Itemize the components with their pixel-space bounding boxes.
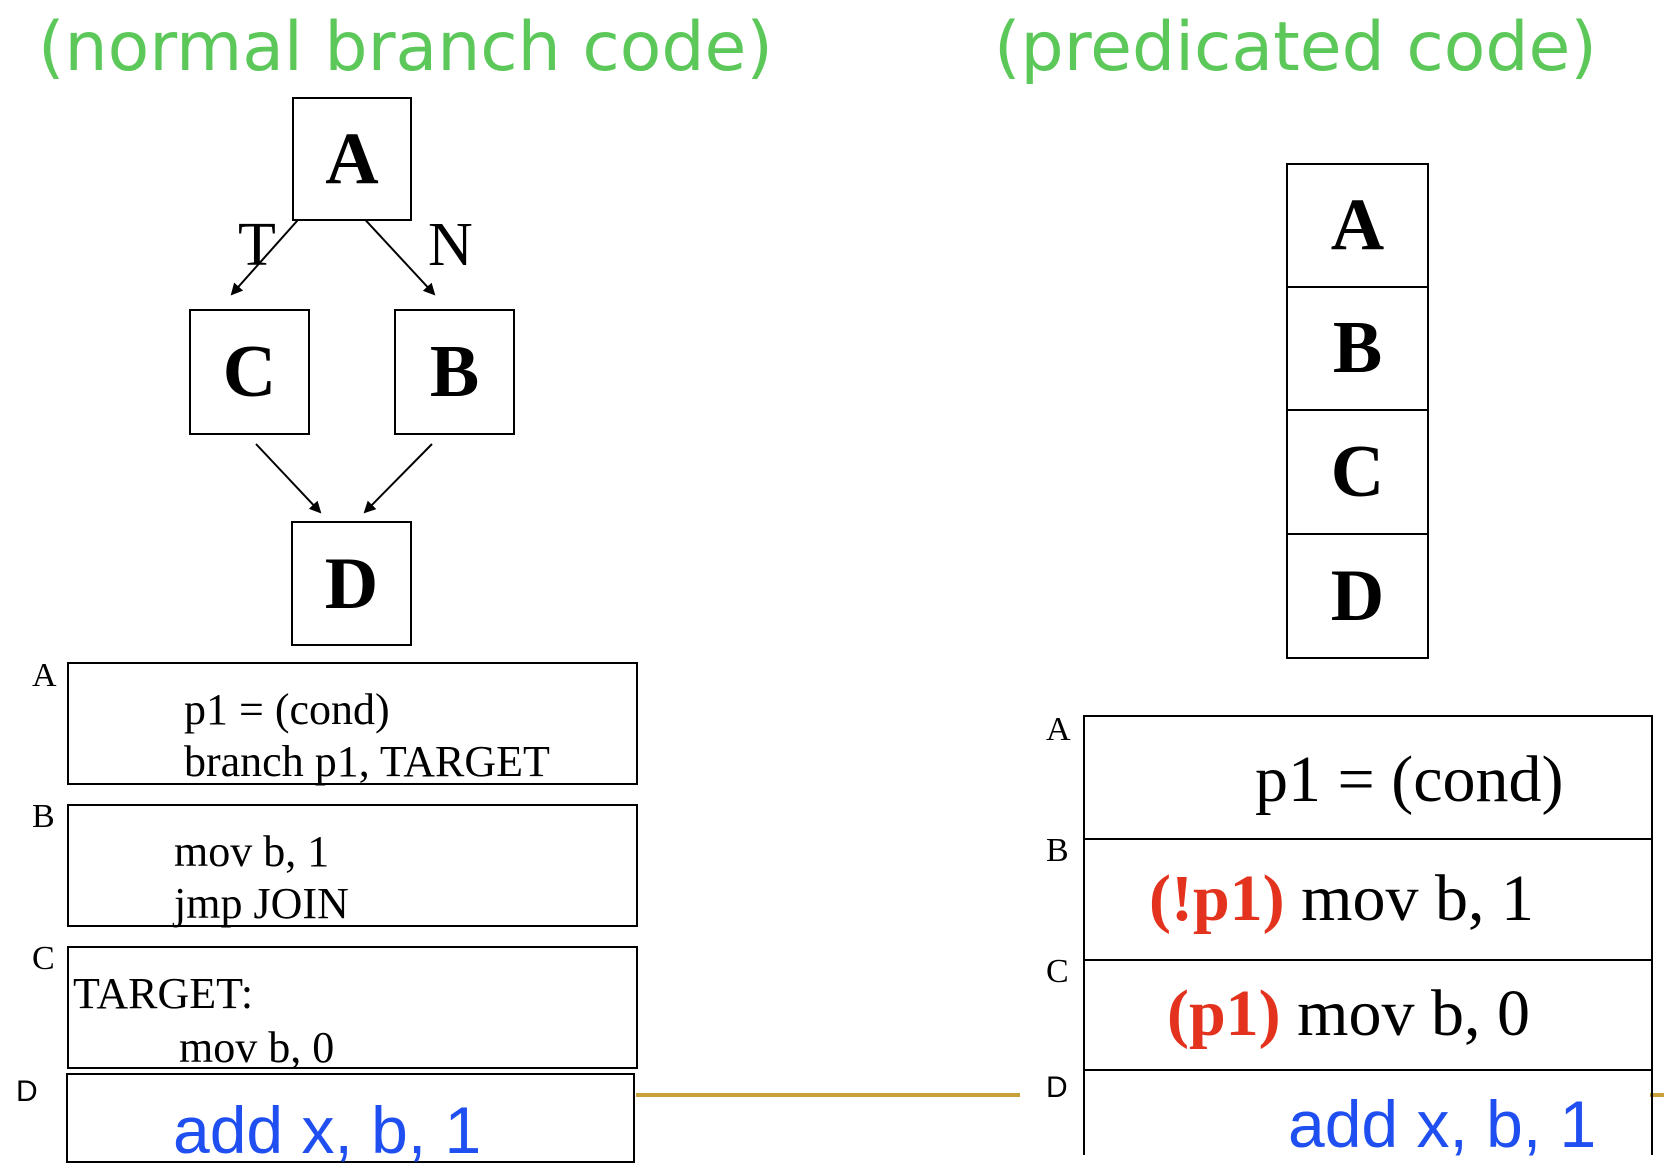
left-block-label-a: A xyxy=(32,657,57,694)
edge-c-d xyxy=(255,443,322,514)
right-block-label-a: A xyxy=(1046,711,1071,748)
right-block-label-b: B xyxy=(1046,832,1069,869)
edge-a-b xyxy=(357,211,436,296)
stack-cell-b: B xyxy=(1288,288,1427,411)
left-block-label-b: B xyxy=(32,798,55,835)
left-block-label-c: C xyxy=(32,940,55,977)
right-code-b: mov b, 1 xyxy=(1284,862,1534,935)
right-block-label-c: C xyxy=(1046,953,1069,990)
left-code-block-b: mov b, 1 jmp JOIN xyxy=(67,804,638,927)
right-block-label-d: D xyxy=(1046,1071,1068,1104)
cfg-node-a: A xyxy=(292,97,412,221)
stack-cell-d: D xyxy=(1330,554,1385,637)
edge-label-taken: T xyxy=(238,211,276,279)
stack-cell-c: C xyxy=(1288,411,1427,535)
right-code-c-line: (p1) mov b, 0 xyxy=(1167,981,1530,1047)
right-code-c: mov b, 0 xyxy=(1280,977,1531,1050)
right-code-b-line: (!p1) mov b, 1 xyxy=(1149,866,1534,932)
right-code-row-a: p1 = (cond) xyxy=(1085,717,1651,840)
left-code-c-line-1: TARGET: xyxy=(73,969,254,1018)
cfg-node-c: C xyxy=(189,309,310,435)
cfg-node-b: B xyxy=(394,309,515,435)
left-block-label-d: D xyxy=(16,1075,38,1108)
left-code-a-line-1: p1 = (cond) xyxy=(184,685,390,734)
left-code-block-a: p1 = (cond) branch p1, TARGET xyxy=(67,662,638,785)
predicate-not-p1: (!p1) xyxy=(1149,862,1285,935)
predicate-p1: (p1) xyxy=(1167,977,1281,1050)
edge-label-not-taken: N xyxy=(428,211,473,279)
right-code-row-d: add x, b, 1 xyxy=(1085,1069,1651,1157)
left-code-block-c: TARGET: mov b, 0 xyxy=(67,946,638,1072)
right-code-a: p1 = (cond) xyxy=(1255,743,1564,816)
left-code-b-line-1: mov b, 1 xyxy=(174,827,330,876)
predicated-block-stack: A B C D xyxy=(1286,163,1429,659)
left-code-c-line-2: mov b, 0 xyxy=(179,1023,335,1072)
edge-a-c xyxy=(230,211,306,296)
left-code-a-line-2: branch p1, TARGET xyxy=(184,737,550,786)
edge-b-d xyxy=(363,443,433,514)
left-code-d: add x, b, 1 xyxy=(173,1093,482,1167)
right-code-row-c: (p1) mov b, 0 xyxy=(1085,959,1651,1071)
predicated-code-box: p1 = (cond) (!p1) mov b, 1 (p1) mov b, 0… xyxy=(1083,715,1653,1157)
right-title: (predicated code) xyxy=(994,8,1597,87)
left-code-b-line-2: jmp JOIN xyxy=(174,879,349,928)
right-code-d: add x, b, 1 xyxy=(1288,1087,1597,1161)
stack-cell-a: A xyxy=(1288,165,1427,288)
left-title: (normal branch code) xyxy=(38,8,773,87)
right-code-row-b: (!p1) mov b, 1 xyxy=(1085,838,1651,961)
cfg-node-d: D xyxy=(291,521,412,646)
